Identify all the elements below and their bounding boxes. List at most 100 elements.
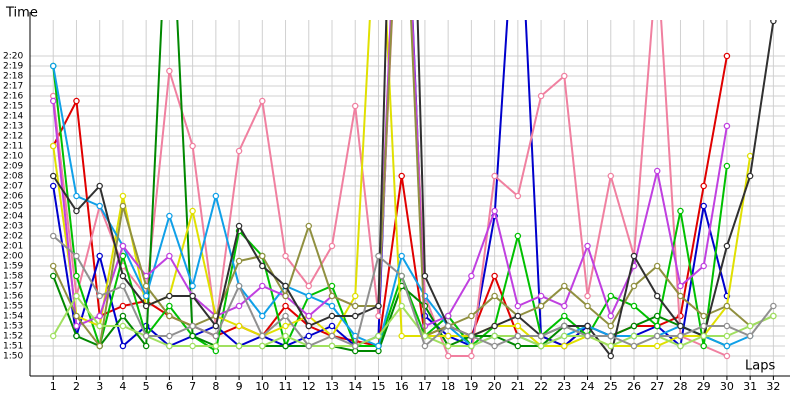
data-point <box>491 272 498 280</box>
data-point <box>49 142 57 150</box>
data-point <box>328 322 336 330</box>
data-point <box>770 20 777 25</box>
y-tick-label: 1:57 <box>3 282 23 292</box>
data-point <box>73 97 80 105</box>
data-point <box>328 332 336 340</box>
data-point <box>259 252 266 260</box>
data-point <box>537 292 545 300</box>
data-point <box>653 342 661 350</box>
x-tick-label: 21 <box>511 380 525 393</box>
data-point <box>305 342 313 350</box>
series-line <box>52 20 774 349</box>
data-point <box>212 342 220 350</box>
data-point <box>73 272 80 280</box>
data-point <box>166 332 173 340</box>
x-tick-label: 3 <box>96 380 103 393</box>
data-point <box>282 292 289 300</box>
y-tick-label: 2:01 <box>3 242 23 252</box>
data-point <box>630 252 638 260</box>
data-point <box>328 242 336 250</box>
data-point <box>351 312 359 320</box>
data-point <box>235 322 243 330</box>
y-tick-label: 2:12 <box>3 132 23 142</box>
data-point <box>73 252 80 260</box>
y-tick-label: 1:53 <box>3 322 23 332</box>
data-point <box>119 302 127 310</box>
data-point <box>421 272 429 280</box>
data-point <box>653 167 661 175</box>
y-tick-label: 2:05 <box>3 202 23 212</box>
data-point <box>282 312 289 320</box>
data-point <box>49 232 57 240</box>
data-point <box>351 342 359 350</box>
data-point <box>189 292 196 300</box>
data-point <box>328 302 336 310</box>
data-point <box>630 342 638 350</box>
data-point <box>119 282 127 290</box>
data-point <box>96 182 103 190</box>
data-point <box>282 252 289 260</box>
x-tick-label: 18 <box>441 380 455 393</box>
data-point <box>259 97 266 105</box>
data-point <box>584 302 591 310</box>
data-point <box>96 342 103 350</box>
data-point <box>537 342 545 350</box>
y-tick-label: 2:06 <box>3 192 23 202</box>
y-tick-label: 1:55 <box>3 302 23 312</box>
y-tick-label: 1:56 <box>3 292 23 302</box>
data-point <box>119 342 127 350</box>
x-tick-label: 20 <box>488 380 502 393</box>
data-point <box>259 342 266 350</box>
data-point <box>351 292 359 300</box>
data-point <box>723 52 731 60</box>
data-point <box>491 172 498 180</box>
data-point <box>142 342 150 350</box>
data-point <box>73 207 80 215</box>
data-point <box>584 332 591 340</box>
y-tick-label: 2:18 <box>3 72 23 82</box>
data-point <box>700 322 707 330</box>
data-point <box>398 302 405 310</box>
data-point <box>653 322 661 330</box>
data-point <box>166 252 173 260</box>
series-line <box>52 20 728 352</box>
data-point <box>328 312 336 320</box>
data-point <box>259 332 266 340</box>
data-point <box>49 332 57 340</box>
data-point <box>700 332 707 340</box>
x-tick-label: 6 <box>166 380 173 393</box>
data-point <box>700 262 707 270</box>
x-tick-label: 14 <box>348 380 362 393</box>
data-point <box>282 282 289 290</box>
x-tick-label: 8 <box>212 380 219 393</box>
x-tick-label: 17 <box>418 380 432 393</box>
data-point <box>166 212 173 220</box>
data-point <box>537 302 545 310</box>
data-point <box>723 242 731 250</box>
plot-area <box>49 20 777 360</box>
data-point <box>723 162 731 170</box>
data-point <box>700 182 707 190</box>
data-point <box>584 242 591 250</box>
y-tick-label: 2:20 <box>3 52 23 62</box>
data-point <box>700 312 707 320</box>
data-point <box>259 262 266 270</box>
data-point <box>96 292 103 300</box>
y-tick-label: 2:02 <box>3 232 23 242</box>
y-tick-label: 2:04 <box>3 212 23 222</box>
data-point <box>537 92 545 100</box>
y-tick-label: 2:10 <box>3 152 23 162</box>
x-tick-label: 31 <box>743 380 757 393</box>
y-tick-label: 2:17 <box>3 82 23 92</box>
x-tick-label: 32 <box>766 380 780 393</box>
data-point <box>212 322 220 330</box>
data-point <box>561 322 568 330</box>
data-point <box>96 312 103 320</box>
x-tick-label: 29 <box>697 380 711 393</box>
x-tick-label: 19 <box>464 380 478 393</box>
data-point <box>514 332 522 340</box>
data-point <box>142 332 150 340</box>
data-point <box>653 312 661 320</box>
data-point <box>746 332 754 340</box>
data-point <box>607 322 615 330</box>
